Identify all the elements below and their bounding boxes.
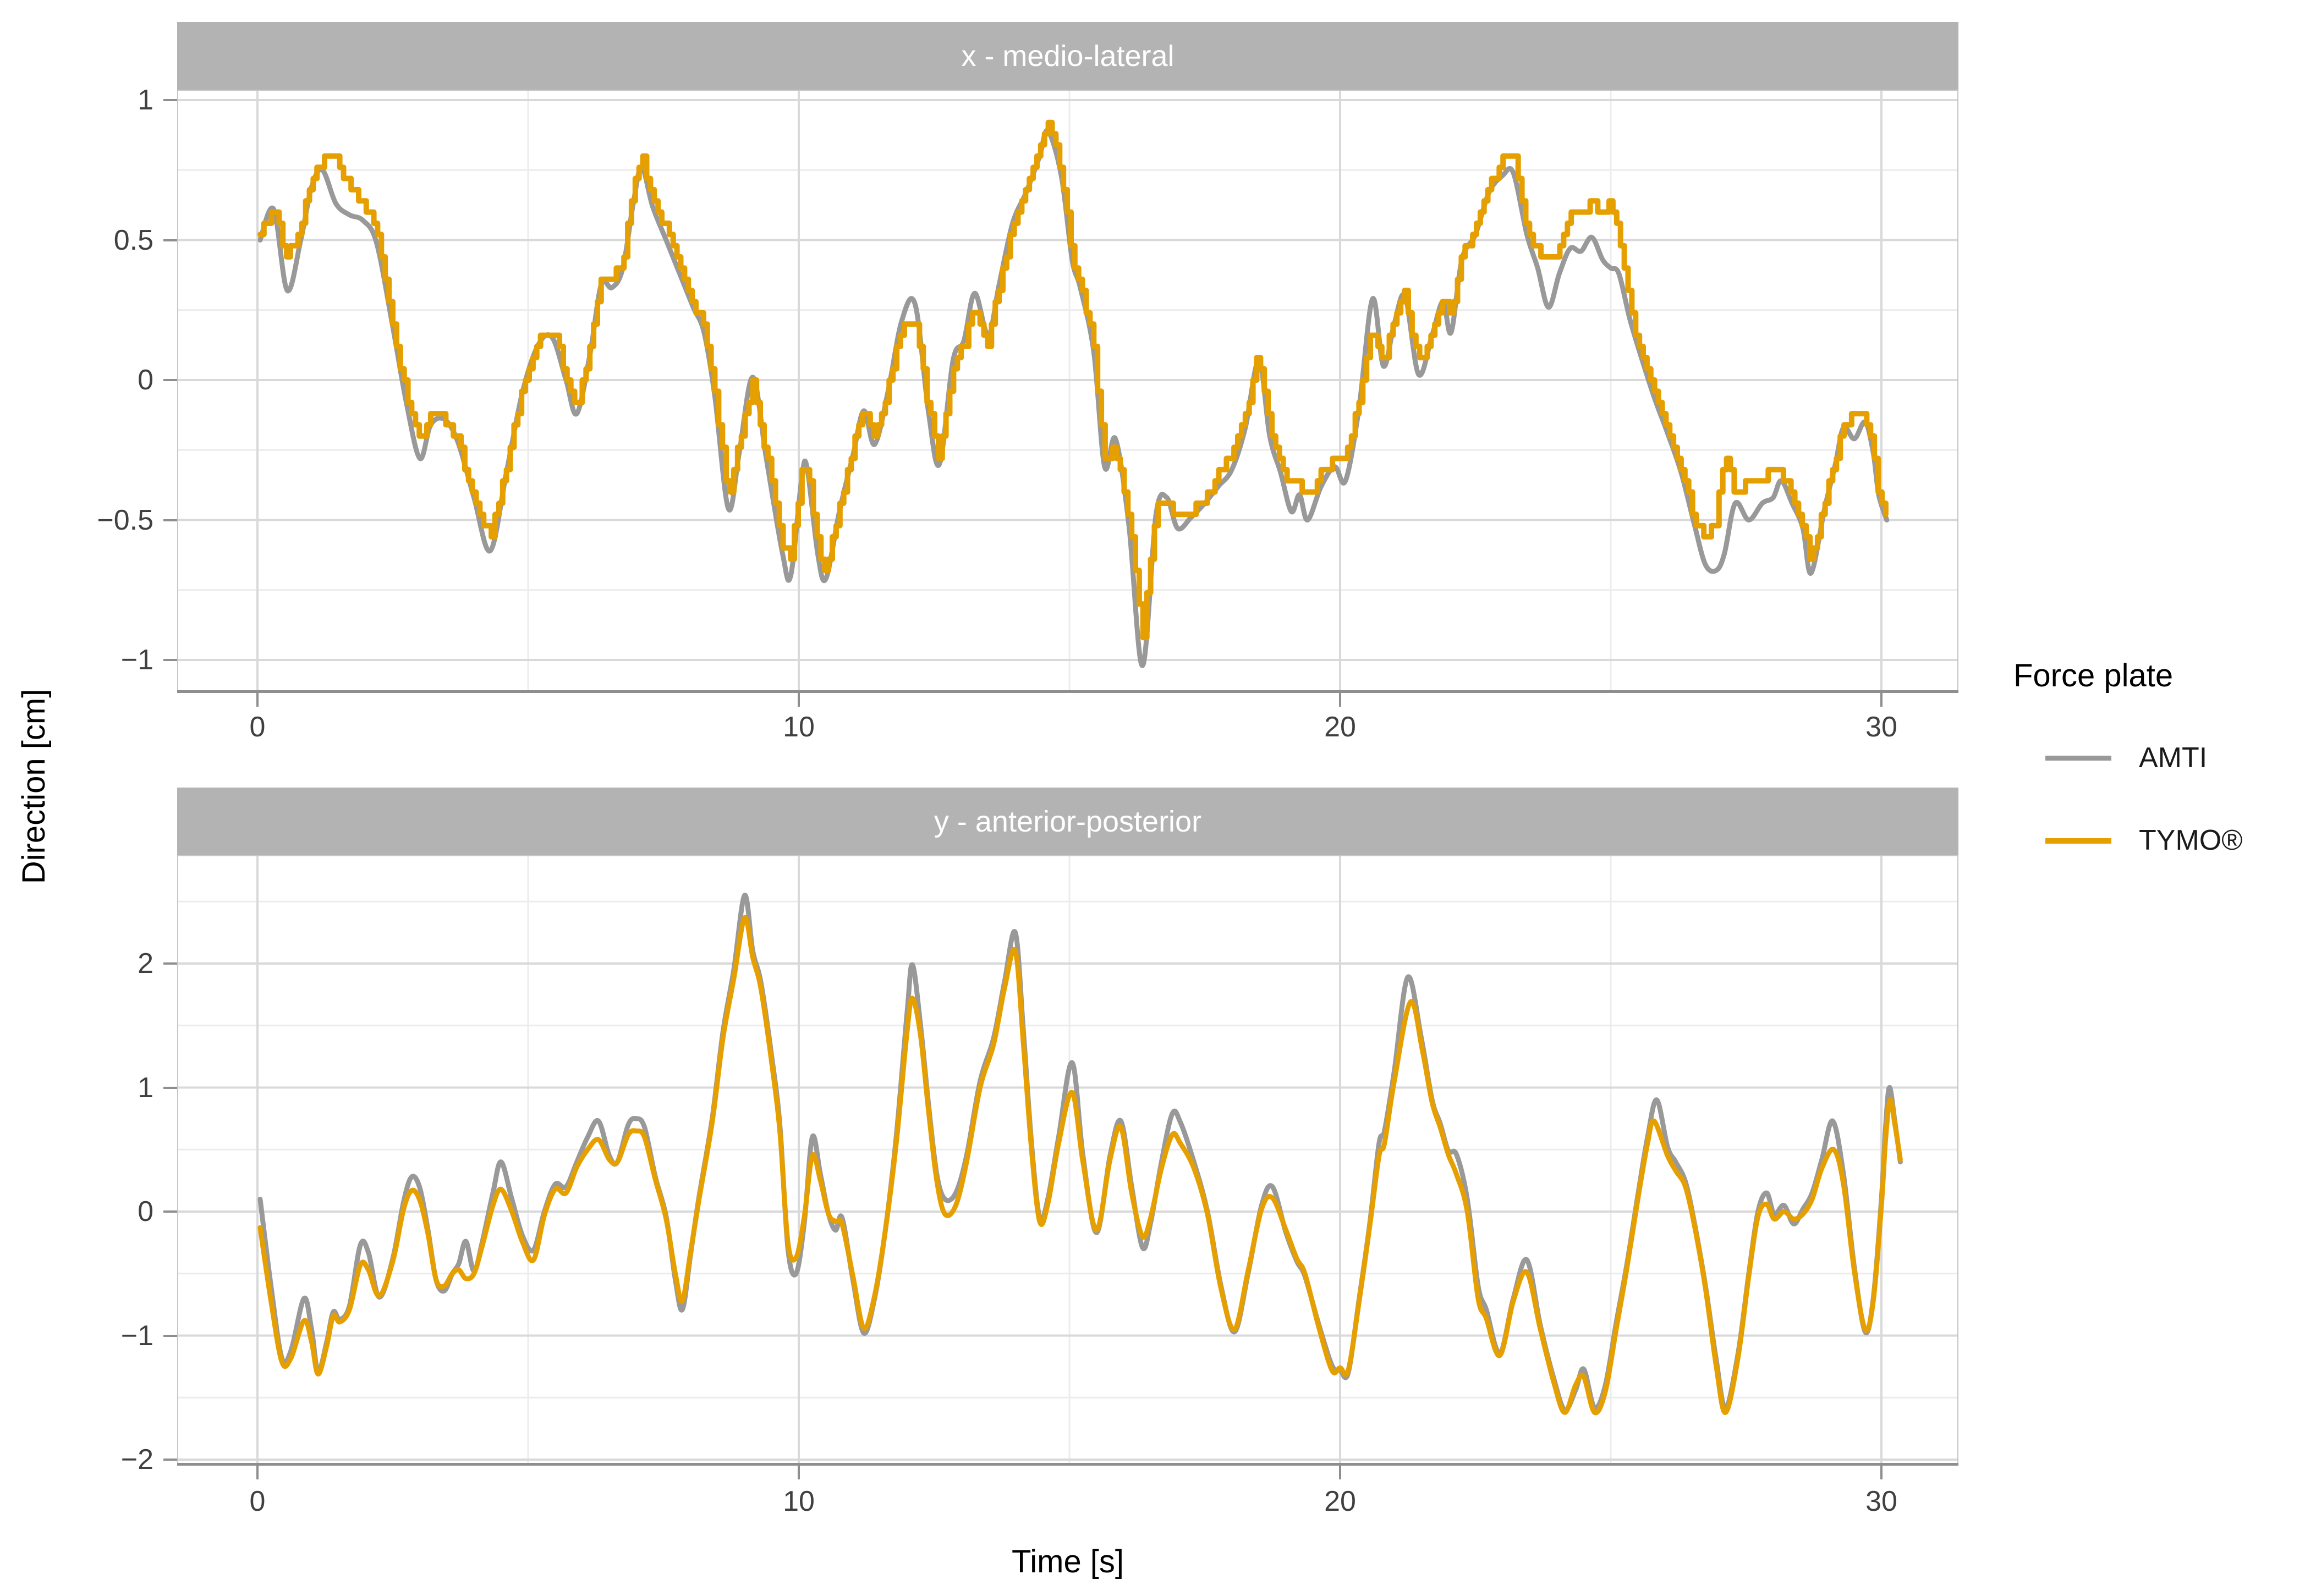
y-tick-label: −1 — [120, 644, 153, 676]
y-tick-mark — [163, 1459, 177, 1461]
y-tick-label: 0 — [138, 364, 153, 396]
y-tick-mark — [163, 962, 177, 965]
facet-title-top: x - medio-lateral — [961, 39, 1175, 73]
x-tick-mark — [1339, 693, 1341, 707]
x-tick-mark — [1880, 693, 1883, 707]
y-tick-label: −1 — [120, 1319, 153, 1352]
panel-background — [177, 855, 1958, 1466]
legend-label-tymo: TYMO® — [2139, 824, 2243, 856]
x-tick-label: 0 — [249, 711, 266, 743]
x-tick-label: 30 — [1865, 711, 1897, 743]
panel-svg-anterior-posterior — [177, 855, 1958, 1466]
facet-title-bottom: y - anterior-posterior — [934, 805, 1202, 838]
y-tick-mark — [163, 99, 177, 101]
facet-strip-top: x - medio-lateral — [177, 22, 1958, 90]
tymo-key-line-icon — [2045, 838, 2111, 844]
y-tick-mark — [163, 1086, 177, 1089]
panel-background — [177, 90, 1958, 693]
x-tick-label: 0 — [249, 1485, 266, 1517]
x-tick-label: 30 — [1865, 1485, 1897, 1517]
y-tick-mark — [163, 519, 177, 521]
y-axis-title: Direction [cm] — [16, 689, 52, 884]
y-tick-label: 1 — [138, 1071, 153, 1104]
panel-svg-medio-lateral — [177, 90, 1958, 693]
y-tick-mark — [163, 1210, 177, 1213]
tymo-line-anterior-posterior — [257, 915, 1903, 1416]
y-tick-mark — [163, 239, 177, 241]
x-tick-label: 20 — [1324, 1485, 1356, 1517]
x-tick-label: 10 — [783, 1485, 815, 1517]
y-tick-mark — [163, 379, 177, 381]
legend-title: Force plate — [2013, 658, 2174, 694]
legend-item-amti: AMTI — [2013, 741, 2305, 774]
y-tick-label: 1 — [138, 84, 153, 116]
x-tick-mark — [1880, 1466, 1883, 1479]
legend: Force plate AMTI TYMO® — [2013, 660, 2305, 906]
x-tick-mark — [798, 693, 800, 707]
x-tick-mark — [798, 1466, 800, 1479]
amti-key-line-icon — [2045, 756, 2111, 761]
y-tick-label: −2 — [120, 1444, 153, 1476]
y-tick-label: −0.5 — [97, 504, 153, 536]
x-tick-mark — [256, 1466, 259, 1479]
x-tick-mark — [1339, 1466, 1341, 1479]
x-axis-title: Time [s] — [1011, 1544, 1124, 1580]
x-tick-label: 10 — [783, 711, 815, 743]
facet-strip-bottom: y - anterior-posterior — [177, 788, 1958, 855]
tymo-line-medio-lateral — [257, 119, 1889, 641]
y-tick-label: 2 — [138, 948, 153, 979]
y-tick-mark — [163, 1334, 177, 1337]
y-tick-label: 0.5 — [113, 224, 153, 256]
legend-item-tymo: TYMO® — [2013, 824, 2305, 857]
x-tick-mark — [256, 693, 259, 707]
y-tick-mark — [163, 659, 177, 661]
x-tick-label: 20 — [1324, 711, 1356, 743]
legend-label-amti: AMTI — [2139, 742, 2208, 774]
y-tick-label: 0 — [138, 1196, 153, 1228]
